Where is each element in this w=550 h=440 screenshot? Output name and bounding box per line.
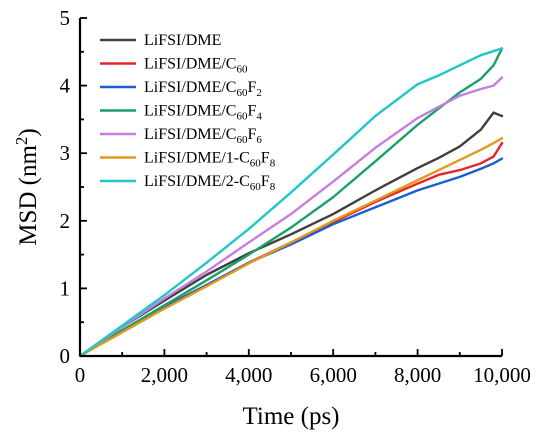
x-tick-label: 10,000	[473, 363, 531, 387]
y-tick-label: 2	[60, 209, 71, 233]
series-line-1	[78, 111, 504, 358]
y-axis-title: MSD (nm2)	[12, 128, 43, 246]
series-layer	[78, 47, 504, 358]
y-tick-label: 1	[60, 276, 71, 300]
series-line-7	[78, 47, 504, 358]
x-axis-title: Time (ps)	[242, 403, 339, 430]
legend-label-7: LiFSI/DME/2-C60F8	[144, 173, 276, 193]
y-axis-title-superscript: 2	[12, 137, 31, 146]
y-tick-label: 3	[60, 141, 71, 165]
legend-label-1: LiFSI/DME	[144, 32, 221, 49]
y-tick-label: 5	[60, 6, 71, 30]
series-line-5	[78, 76, 504, 358]
series-line-6	[78, 137, 504, 358]
y-axis-title-close: )	[15, 128, 42, 136]
x-tick-label: 4,000	[225, 363, 272, 387]
x-tick-label: 2,000	[141, 363, 188, 387]
legend-label-6: LiFSI/DME/1-C60F8	[144, 150, 276, 170]
legend-label-3: LiFSI/DME/C60F2	[144, 79, 262, 99]
legend-label-2: LiFSI/DME/C60	[144, 56, 248, 76]
axes-layer: 0 2,000 4,000 6,000 8,000 10,000 0 1 2 3 4 5	[60, 6, 531, 387]
x-tick-label: 8,000	[394, 363, 441, 387]
x-tick-label: 6,000	[310, 363, 357, 387]
x-tick-label: 0	[75, 363, 86, 387]
legend: LiFSI/DME LiFSI/DME/C60 LiFSI/DME/C60F2 LiF…	[100, 32, 276, 193]
y-axis-title-text: MSD (nm	[15, 145, 42, 246]
legend-label-4: LiFSI/DME/C60F4	[144, 103, 262, 123]
series-line-4	[78, 47, 504, 358]
y-tick-label: 0	[60, 344, 71, 368]
legend-label-5: LiFSI/DME/C60F6	[144, 126, 262, 146]
y-tick-label: 4	[60, 74, 71, 98]
